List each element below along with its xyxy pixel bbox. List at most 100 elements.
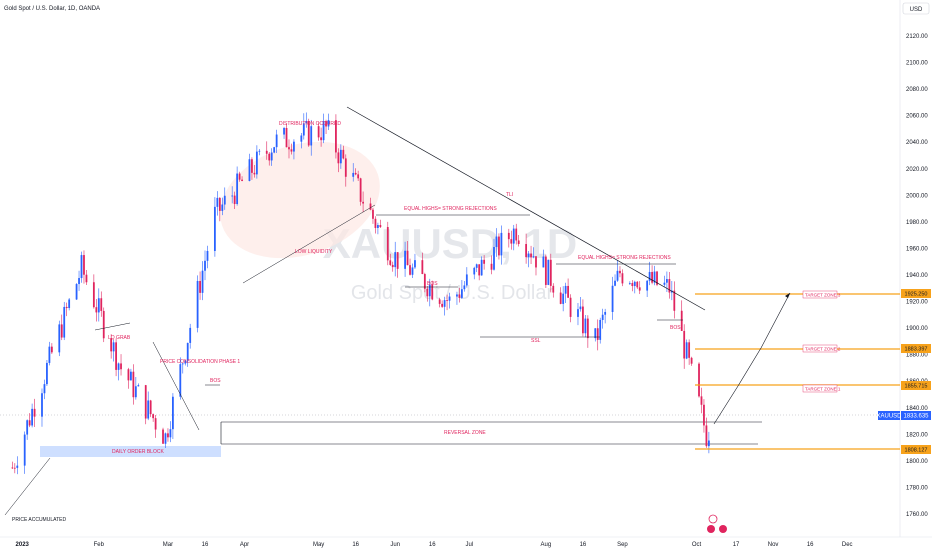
candle-body: [13, 467, 16, 469]
symbol-tag: [878, 411, 900, 420]
x-tick-label: Sep: [617, 542, 628, 548]
candle-body: [377, 225, 379, 228]
candle-body: [97, 298, 100, 313]
accumulated-label: PRICE ACCUMULATED: [12, 517, 66, 523]
candle-body: [490, 263, 493, 270]
candle-body: [362, 201, 364, 204]
us-flag-icon[interactable]: [707, 525, 715, 533]
y-tick-label: 1960.00: [906, 246, 928, 252]
x-tick-label: Jul: [465, 542, 473, 548]
candle-body: [562, 293, 565, 304]
candle-body: [584, 318, 587, 334]
candle-body: [28, 420, 31, 426]
candle-body: [656, 271, 658, 285]
candle-body: [372, 209, 374, 219]
candle-body: [117, 363, 120, 370]
candle-body: [685, 342, 688, 359]
candle-body: [130, 371, 132, 381]
candle-body: [611, 285, 614, 312]
candle-body: [567, 285, 569, 298]
candle-body: [231, 195, 234, 197]
candle-body: [23, 434, 26, 466]
ssl-label: SSL: [531, 338, 541, 344]
candle-body: [500, 232, 503, 256]
tz2-box: [802, 344, 838, 353]
y-tick-label: 1980.00: [906, 220, 928, 226]
y-tick-label: 1820.00: [906, 432, 928, 438]
candle-body: [443, 300, 446, 307]
candle-body: [221, 204, 224, 211]
us-flag-icon-2[interactable]: [719, 525, 727, 533]
x-tick-label: Mar: [163, 542, 173, 548]
candle-body: [547, 259, 550, 285]
candle-body: [63, 306, 66, 338]
candle-body: [564, 285, 567, 294]
candle-body: [16, 465, 19, 468]
candle-body: [473, 267, 476, 275]
y-axis-ticks: 1760.001780.001800.001820.001840.001860.…: [906, 34, 928, 518]
y-tick-label: 1780.00: [906, 485, 928, 491]
tz3-label: TARGET ZONE 3: [805, 293, 841, 298]
event-icon[interactable]: [708, 514, 718, 524]
candle-body: [463, 285, 466, 290]
price-axis[interactable]: [900, 0, 932, 550]
candle-body: [204, 260, 206, 271]
y-tick-label: 2100.00: [906, 61, 928, 67]
candle-body: [147, 400, 150, 419]
currency-button[interactable]: [902, 2, 930, 15]
candle-body: [337, 152, 340, 164]
candle-body: [414, 260, 416, 268]
candle-body: [342, 149, 345, 159]
eq-highs-2-label: EQUAL HIGHS= STRONG REJECTIONS: [578, 255, 671, 261]
candle-body: [285, 128, 288, 148]
candle-body: [100, 298, 103, 311]
candle-body: [112, 342, 115, 352]
candle-body: [236, 173, 239, 205]
candle-body: [154, 418, 157, 430]
x-tick-label: 16: [429, 542, 436, 548]
lq-grab-label: LQ GRAB: [108, 335, 131, 341]
candle-body: [707, 440, 710, 447]
x-tick-label: 16: [580, 542, 587, 548]
candle-body: [493, 247, 495, 270]
candle-body: [579, 306, 582, 310]
candle-body: [258, 150, 261, 152]
candle-body: [446, 300, 448, 301]
candle-body: [127, 369, 130, 381]
y-tick-label: 1940.00: [906, 273, 928, 279]
candle-body: [273, 147, 276, 153]
tz1-box: [802, 384, 838, 393]
tz2-price: 1883.397: [905, 347, 928, 353]
candle-body: [172, 396, 174, 430]
candle-body: [527, 253, 530, 258]
symbol-title: Gold Spot / U.S. Dollar, 1D, OANDA: [4, 6, 100, 12]
candle-body: [698, 363, 700, 397]
projection-path: [713, 292, 791, 425]
x-tick-label: 16: [352, 542, 359, 548]
eq-highs-1-label: EQUAL HIGHS= STRONG REJECTIONS: [404, 206, 497, 212]
candle-body: [305, 120, 308, 124]
watermark-ticker: XAUUSD, 1D: [323, 220, 577, 267]
y-tick-label: 1920.00: [906, 300, 928, 306]
candle-body: [411, 267, 414, 275]
x-tick-label: May: [313, 542, 324, 548]
candle-body: [288, 147, 290, 150]
candle-body: [164, 433, 167, 444]
candle-body: [75, 284, 78, 300]
candle-body: [46, 362, 48, 385]
candle-body: [559, 292, 562, 304]
y-tick-label: 1900.00: [906, 326, 928, 332]
x-tick-label: 17: [733, 542, 740, 548]
tz1-label: TARGET ZONE 1: [805, 387, 841, 392]
candle-body: [480, 259, 483, 276]
candle-body: [549, 259, 552, 286]
candle-body: [255, 151, 258, 175]
candle-body: [354, 172, 357, 175]
candle-body: [515, 228, 518, 241]
candle-body: [426, 288, 429, 297]
candle-body: [120, 363, 122, 370]
candle-body: [137, 385, 140, 387]
candle-body: [85, 274, 88, 283]
candle-body: [218, 197, 221, 211]
